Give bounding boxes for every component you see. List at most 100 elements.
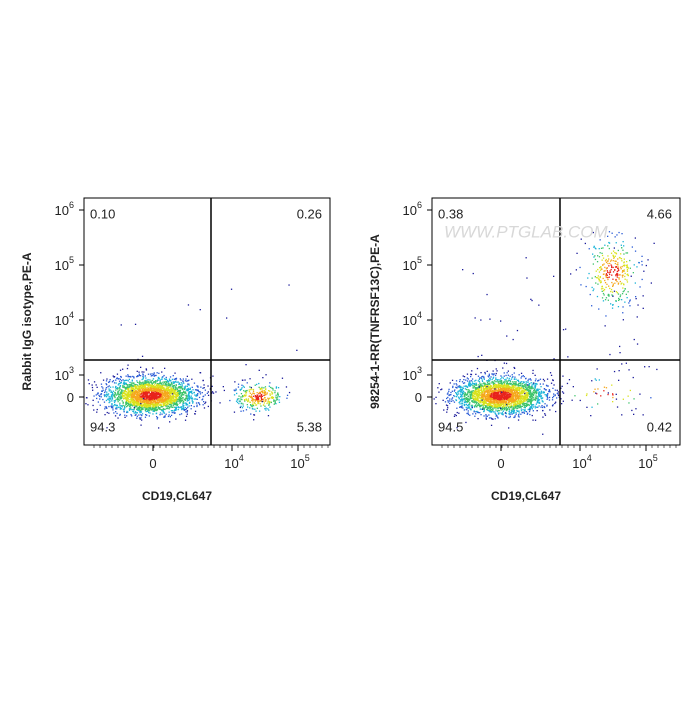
event-dot (180, 402, 181, 403)
event-dot (92, 390, 93, 391)
event-dot (152, 403, 153, 404)
event-dot (165, 393, 166, 394)
event-dot (173, 402, 174, 403)
event-dot (256, 384, 257, 385)
event-dot (273, 399, 274, 400)
event-dot (146, 368, 147, 369)
event-dot (159, 386, 160, 387)
event-dot (156, 407, 157, 408)
event-dot (119, 381, 120, 382)
event-dot (103, 380, 104, 381)
event-dot (208, 391, 209, 392)
event-dot (119, 415, 120, 416)
event-dot (174, 410, 175, 411)
event-dot (177, 405, 178, 406)
event-dot (146, 381, 147, 382)
event-dot (166, 387, 167, 388)
event-dot (106, 406, 107, 407)
event-dot (446, 412, 447, 413)
event-dot (488, 384, 489, 385)
event-dot (277, 393, 278, 394)
event-dot (175, 381, 176, 382)
event-dot (196, 389, 197, 390)
event-dot (162, 385, 163, 386)
event-dot (275, 397, 276, 398)
event-dot (199, 403, 200, 404)
event-dot (452, 380, 453, 381)
event-dot (483, 390, 484, 391)
event-dot (237, 402, 238, 403)
event-dot (495, 379, 496, 380)
event-dot (143, 398, 144, 399)
event-dot (523, 388, 524, 389)
event-dot (465, 388, 466, 389)
event-dot (181, 388, 182, 389)
event-dot (157, 387, 158, 388)
event-dot (474, 402, 475, 403)
event-dot (104, 392, 105, 393)
event-dot (105, 389, 106, 390)
event-dot (512, 376, 513, 377)
event-dot (163, 381, 164, 382)
event-dot (166, 404, 167, 405)
event-dot (144, 391, 145, 392)
event-dot (126, 376, 127, 377)
event-dot (169, 385, 170, 386)
event-dot (146, 394, 147, 395)
event-dot (96, 398, 97, 399)
event-dot (137, 405, 138, 406)
event-dot (135, 396, 136, 397)
event-dot (263, 399, 264, 400)
event-dot (275, 401, 276, 402)
event-dot (178, 409, 179, 410)
event-dot (282, 378, 283, 379)
event-dot (152, 375, 153, 376)
event-dot (542, 401, 543, 402)
event-dot (468, 410, 469, 411)
event-dot (145, 377, 146, 378)
event-dot (131, 394, 132, 395)
event-dot (495, 375, 496, 376)
event-dot (180, 387, 181, 388)
event-dot (140, 407, 141, 408)
event-dot (166, 399, 167, 400)
event-dot (141, 419, 142, 420)
event-dot (539, 392, 540, 393)
event-dot (192, 401, 193, 402)
event-dot (123, 402, 124, 403)
event-dot (149, 407, 150, 408)
event-dot (149, 397, 150, 398)
event-dot (240, 407, 241, 408)
event-dot (140, 396, 141, 397)
event-dot (488, 376, 489, 377)
event-dot (128, 388, 129, 389)
event-dot (128, 398, 129, 399)
event-dot (551, 375, 552, 376)
event-dot (448, 395, 449, 396)
event-dot (126, 411, 127, 412)
event-dot (516, 414, 517, 415)
event-dot (186, 404, 187, 405)
event-dot (202, 399, 203, 400)
event-dot (488, 391, 489, 392)
event-dot (98, 401, 99, 402)
event-dot (134, 407, 135, 408)
event-dot (121, 380, 122, 381)
event-dot (108, 413, 109, 414)
event-dot (111, 403, 112, 404)
event-dot (499, 379, 500, 380)
event-dot (152, 380, 153, 381)
y-tick-label: 106 (55, 200, 74, 218)
event-dot (180, 407, 181, 408)
event-dot (536, 404, 537, 405)
event-dot (120, 396, 121, 397)
event-dot (97, 393, 98, 394)
event-dot (203, 384, 204, 385)
event-dot (117, 374, 118, 375)
event-dot (506, 407, 507, 408)
event-dot (137, 389, 138, 390)
event-dot (184, 389, 185, 390)
event-dot (146, 389, 147, 390)
tick-base: 10 (224, 456, 238, 471)
event-dot (128, 376, 129, 377)
